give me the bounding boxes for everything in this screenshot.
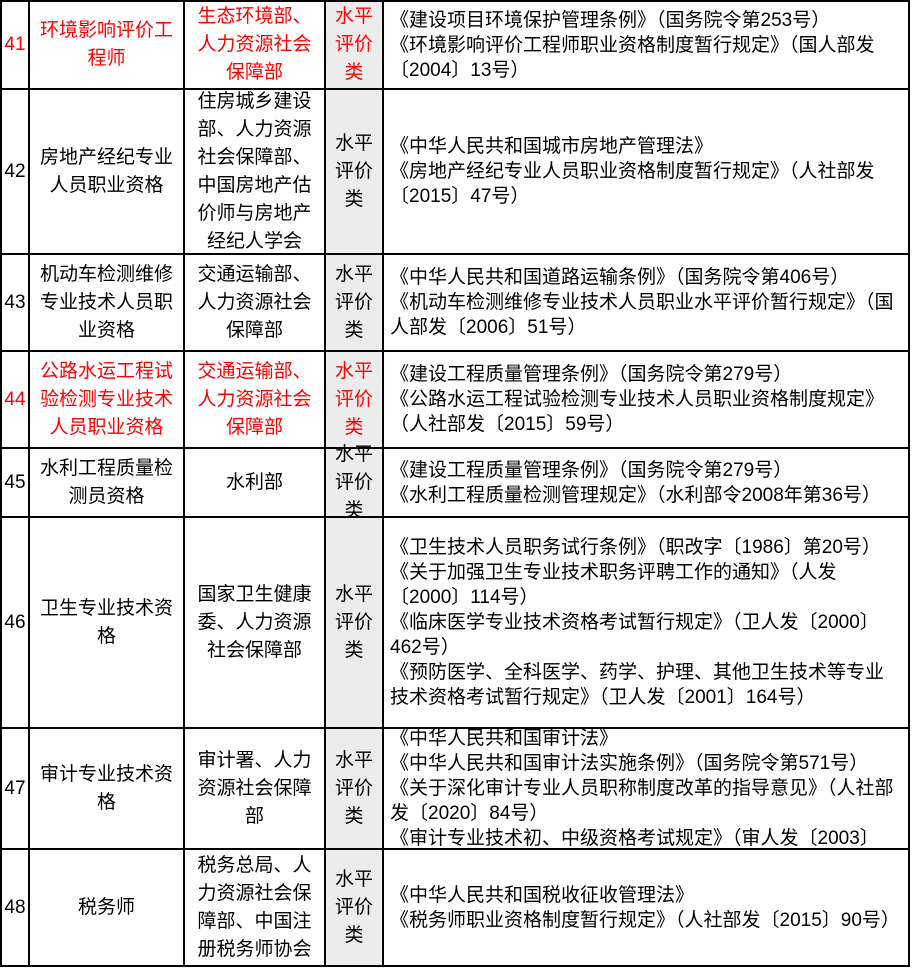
implementing-department: 交通运输部、人力资源社会保障部 bbox=[185, 255, 326, 352]
legal-citation: 《税务师职业资格制度暂行规定》（人社部发〔2015〕90号） bbox=[390, 909, 900, 931]
qualification-name: 税务师 bbox=[30, 850, 185, 967]
row-number: 47 bbox=[2, 729, 30, 850]
category-cell: 水平评价类 bbox=[326, 444, 384, 521]
table-row: 47 审计专业技术资格 审计署、人力资源社会保障部 水平评价类 《中华人民共和国… bbox=[2, 729, 910, 850]
legal-citation: 《卫生技术人员职务试行条例》（职改字〔1986〕第20号） bbox=[390, 537, 881, 558]
table-row: 45 水利工程质量检测员资格 水利部 水平评价类 《建设工程质量管理条例》（国务… bbox=[2, 444, 910, 521]
legal-citation: 《中华人民共和国城市房地产管理法》 bbox=[390, 136, 714, 157]
row-number: 43 bbox=[2, 255, 30, 352]
legal-basis-cell: 《中华人民共和国税收征收管理法》《税务师职业资格制度暂行规定》（人社部发〔201… bbox=[384, 850, 910, 967]
legal-citation: 《临床医学专业技术资格考试暂行规定》（卫人发〔2000〕462号） bbox=[390, 612, 879, 658]
legal-citation: 《水利工程质量检测管理规定》（水利部令2008年第36号） bbox=[390, 484, 881, 506]
table-row: 42 房地产经纪专业人员职业资格 住房城乡建设部、人力资源社会保障部、中国房地产… bbox=[2, 90, 910, 255]
row-number: 44 bbox=[2, 352, 30, 449]
legal-basis-cell: 《建设项目环境保护管理条例》（国务院令第253号） 《环境影响评价工程师职业资格制… bbox=[384, 2, 910, 90]
table-row: 43 机动车检测维修专业技术人员职业资格 交通运输部、人力资源社会保障部 水平评… bbox=[2, 255, 910, 352]
qualification-name: 公路水运工程试验检测专业技术人员职业资格 bbox=[30, 352, 185, 449]
legal-citation: 《预防医学、全科医学、药学、护理、其他卫生技术等专业技术资格考试暂行规定》（卫人… bbox=[390, 662, 885, 708]
legal-basis-cell: 《中华人民共和国道路运输条例》（国务院令第406号） 《机动车检测维修专业技术人员… bbox=[384, 255, 910, 352]
table-row: 48 税务师 税务总局、人力资源社会保障部、中国注册税务师协会 水平评价类 《中… bbox=[2, 850, 910, 967]
qualification-name: 房地产经纪专业人员职业资格 bbox=[30, 90, 185, 255]
legal-citation: 《中华人民共和国道路运输条例》（国务院令第406号） bbox=[390, 267, 850, 288]
category-label: 水平评价类 bbox=[334, 868, 373, 946]
legal-citation: 《环境影响评价工程师职业资格制度暂行规定》（国人部发〔2004〕13号） bbox=[390, 34, 875, 81]
category-cell: 水平评价类 bbox=[326, 255, 384, 352]
table-row: 41 环境影响评价工程师 生态环境部、人力资源社会保障部 水平评价类 《建设项目… bbox=[2, 2, 910, 90]
implementing-department: 税务总局、人力资源社会保障部、中国注册税务师协会 bbox=[185, 850, 326, 967]
category-label: 水平评价类 bbox=[334, 443, 373, 521]
legal-citation: 《公路水运工程试验检测专业技术人员职业资格制度规定》（人社部发〔2015〕59号… bbox=[390, 389, 885, 435]
legal-citation: 《建设工程质量管理条例》（国务院令第279号） bbox=[390, 459, 793, 481]
table-row: 44 公路水运工程试验检测专业技术人员职业资格 交通运输部、人力资源社会保障部 … bbox=[2, 352, 910, 449]
row-number: 42 bbox=[2, 90, 30, 255]
implementing-department: 审计署、人力资源社会保障部 bbox=[185, 729, 326, 850]
legal-citation: 《中华人民共和国审计法》 bbox=[390, 729, 619, 749]
row-number: 41 bbox=[2, 2, 30, 90]
category-cell: 水平评价类 bbox=[326, 2, 384, 90]
qualification-name: 机动车检测维修专业技术人员职业资格 bbox=[30, 255, 185, 352]
legal-basis-cell: 《建设工程质量管理条例》（国务院令第279号） 《水利工程质量检测管理规定》（水利… bbox=[384, 449, 910, 518]
category-label: 水平评价类 bbox=[334, 583, 373, 661]
qualification-name: 水利工程质量检测员资格 bbox=[30, 449, 185, 518]
legal-citation: 《建设项目环境保护管理条例》（国务院令第253号） bbox=[390, 9, 831, 31]
implementing-department: 水利部 bbox=[185, 449, 326, 518]
legal-basis-cell: 《中华人民共和国城市房地产管理法》《房地产经纪专业人员职业资格制度暂行规定》（人… bbox=[384, 90, 910, 255]
legal-basis-cell: 《中华人民共和国审计法》《中华人民共和国审计法实施条例》（国务院令第571号） 《… bbox=[384, 729, 910, 850]
row-number: 48 bbox=[2, 850, 30, 967]
row-number: 45 bbox=[2, 449, 30, 518]
legal-citation: 《审计专业技术初、中级资格考试规定》（审人发〔2003〕 bbox=[390, 828, 879, 849]
category-cell: 水平评价类 bbox=[326, 850, 384, 967]
category-label: 水平评价类 bbox=[334, 749, 373, 827]
legal-citation: 《房地产经纪专业人员职业资格制度暂行规定》（人社部发〔2015〕47号） bbox=[390, 161, 875, 207]
legal-citation: 《机动车检测维修专业技术人员职业水平评价暂行规定》（国人部发〔2006〕51号） bbox=[390, 292, 894, 338]
category-cell: 水平评价类 bbox=[326, 90, 384, 255]
category-label: 水平评价类 bbox=[334, 132, 373, 210]
category-cell: 水平评价类 bbox=[326, 729, 384, 850]
implementing-department: 生态环境部、人力资源社会保障部 bbox=[185, 2, 326, 90]
implementing-department: 交通运输部、人力资源社会保障部 bbox=[185, 352, 326, 449]
legal-citation: 《关于加强卫生专业技术职务评聘工作的通知》（人发〔2000〕114号） bbox=[390, 562, 837, 608]
row-number: 46 bbox=[2, 518, 30, 729]
category-label: 水平评价类 bbox=[334, 263, 373, 341]
qualification-name: 环境影响评价工程师 bbox=[30, 2, 185, 90]
table-row: 46 卫生专业技术资格 国家卫生健康委、人力资源社会保障部 水平评价类 《卫生技… bbox=[2, 518, 910, 729]
qualification-name: 卫生专业技术资格 bbox=[30, 518, 185, 729]
legal-basis-cell: 《卫生技术人员职务试行条例》（职改字〔1986〕第20号） 《关于加强卫生专业技术… bbox=[384, 518, 910, 729]
category-cell: 水平评价类 bbox=[326, 352, 384, 449]
implementing-department: 住房城乡建设部、人力资源社会保障部、中国房地产估价师与房地产经纪人学会 bbox=[185, 90, 326, 255]
legal-basis-cell: 《建设工程质量管理条例》（国务院令第279号） 《公路水运工程试验检测专业技术人员… bbox=[384, 352, 910, 449]
qualification-name: 审计专业技术资格 bbox=[30, 729, 185, 850]
legal-citation: 《关于深化审计专业人员职称制度改革的指导意见》（人社部发〔2020〕84号） bbox=[390, 778, 894, 824]
category-cell: 水平评价类 bbox=[326, 518, 384, 729]
category-label: 水平评价类 bbox=[334, 6, 373, 83]
legal-citation: 《中华人民共和国审计法实施条例》（国务院令第571号） bbox=[390, 753, 869, 774]
implementing-department: 国家卫生健康委、人力资源社会保障部 bbox=[185, 518, 326, 729]
legal-citation: 《中华人民共和国税收征收管理法》 bbox=[390, 884, 695, 906]
category-label: 水平评价类 bbox=[334, 360, 373, 438]
legal-citation: 《建设工程质量管理条例》（国务院令第279号） bbox=[390, 364, 793, 385]
